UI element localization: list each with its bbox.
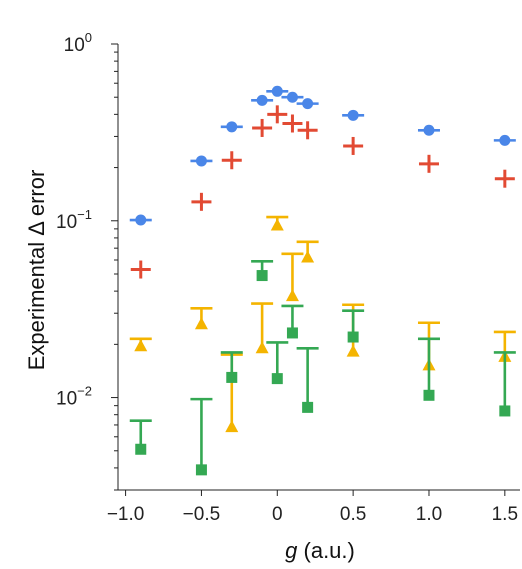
- x-axis-label: g (a.u.): [285, 538, 355, 563]
- series-square: [129, 259, 516, 476]
- data-point: [423, 124, 435, 136]
- series-triangle: [129, 215, 516, 433]
- y-tick-label: 100: [64, 30, 92, 56]
- data-point: [499, 134, 511, 146]
- data-point: [302, 98, 314, 110]
- data-point: [256, 94, 268, 106]
- data-point: [270, 218, 284, 231]
- x-tick-label: −1.0: [107, 504, 145, 525]
- data-point: [285, 289, 299, 302]
- axes: [111, 43, 520, 496]
- x-tick-label: 0: [272, 504, 283, 525]
- data-point: [346, 344, 360, 357]
- data-point: [135, 443, 147, 455]
- data-point: [271, 373, 283, 385]
- x-tick-label: 1.5: [492, 504, 518, 525]
- data-point: [347, 109, 359, 121]
- data-point: [271, 85, 283, 97]
- data-point: [134, 339, 148, 352]
- data-point: [301, 250, 315, 263]
- data-point: [286, 327, 298, 339]
- y-tick-label: 10−2: [56, 384, 92, 410]
- data-point: [195, 155, 207, 167]
- series-plus: [130, 105, 515, 279]
- data-point: [226, 371, 238, 383]
- y-tick-label: 10−1: [56, 207, 92, 233]
- data-point: [255, 341, 269, 354]
- x-tick-label: −0.5: [183, 504, 221, 525]
- data-point: [347, 331, 359, 343]
- data-point: [499, 405, 511, 417]
- data-point: [135, 214, 147, 226]
- series-circle: [129, 85, 516, 226]
- tick-labels: −1.0 −0.5 0 0.5 1.0 1.5 100 10−1 10−2: [56, 30, 518, 525]
- data-point: [194, 317, 208, 330]
- chart-marks: [129, 85, 516, 476]
- data-point: [302, 401, 314, 413]
- data-point: [256, 270, 268, 282]
- x-tick-label: 1.0: [416, 504, 442, 525]
- y-axis-label: Experimental Δ error: [24, 170, 49, 371]
- data-point: [226, 121, 238, 133]
- x-tick-label: 0.5: [340, 504, 366, 525]
- data-point: [286, 91, 298, 103]
- data-point: [225, 420, 239, 433]
- data-point: [195, 464, 207, 476]
- data-point: [423, 389, 435, 401]
